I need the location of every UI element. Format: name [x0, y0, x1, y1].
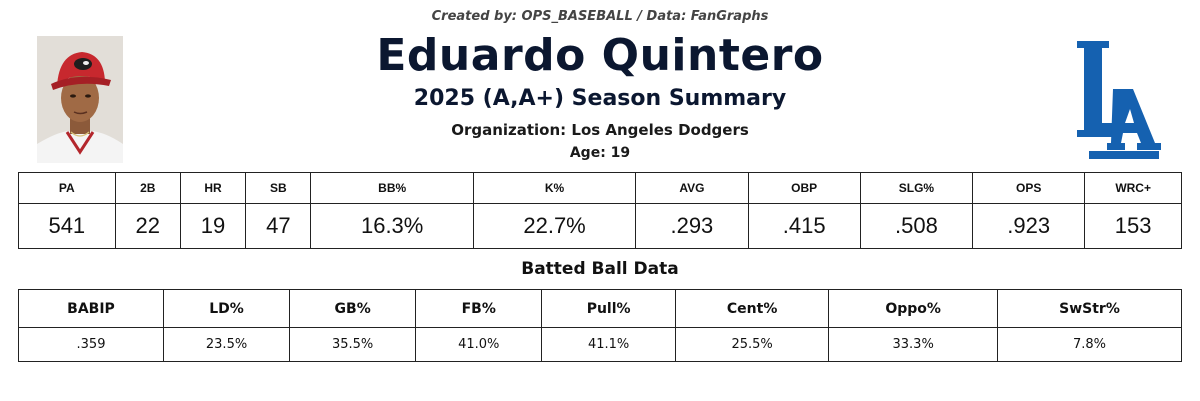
- value-cent-pct: 25.5%: [674, 327, 830, 362]
- header-sb: SB: [245, 172, 312, 204]
- batted-ball-title: Batted Ball Data: [521, 259, 679, 279]
- season-summary-title: 2025 (A,A+) Season Summary: [413, 86, 787, 111]
- season-stats-table: PA 2B HR SB BB% K% AVG OBP SLG% OPS WRC+…: [18, 172, 1182, 249]
- value-swstr-pct: 7.8%: [996, 327, 1183, 362]
- value-avg: .293: [635, 203, 749, 249]
- header-swstr-pct: SwStr%: [996, 289, 1183, 328]
- value-hr: 19: [179, 203, 247, 249]
- header-hr: HR: [179, 172, 247, 204]
- batted-header-row: BABIP LD% GB% FB% Pull% Cent% Oppo% SwSt…: [18, 289, 1183, 328]
- la-logo-icon: [1077, 41, 1161, 159]
- age-label: Age: 19: [569, 145, 631, 161]
- value-oppo-pct: 33.3%: [828, 327, 998, 362]
- stats-value-row: 541 22 19 47 16.3% 22.7% .293 .415 .508 …: [18, 203, 1182, 249]
- header-bb-pct: BB%: [310, 172, 474, 204]
- header-2b: 2B: [114, 172, 181, 204]
- value-k-pct: 22.7%: [472, 203, 637, 249]
- player-headshot: [37, 36, 123, 163]
- batted-ball-table: BABIP LD% GB% FB% Pull% Cent% Oppo% SwSt…: [18, 289, 1183, 362]
- header-pull-pct: Pull%: [541, 289, 676, 328]
- value-fb-pct: 41.0%: [415, 327, 543, 362]
- value-pa: 541: [18, 203, 116, 249]
- header-obp: OBP: [747, 172, 861, 204]
- value-obp: .415: [747, 203, 861, 249]
- header-slg-pct: SLG%: [859, 172, 974, 204]
- header-gb-pct: GB%: [289, 289, 417, 328]
- batted-value-row: .359 23.5% 35.5% 41.0% 41.1% 25.5% 33.3%…: [18, 327, 1183, 362]
- value-ops: .923: [972, 203, 1086, 249]
- header-babip: BABIP: [18, 289, 164, 328]
- player-name: Eduardo Quintero: [376, 30, 824, 81]
- header-cent-pct: Cent%: [674, 289, 830, 328]
- header-k-pct: K%: [472, 172, 637, 204]
- header-avg: AVG: [635, 172, 749, 204]
- header-ops: OPS: [972, 172, 1086, 204]
- organization-label: Organization: Los Angeles Dodgers: [451, 121, 749, 139]
- value-sb: 47: [245, 203, 312, 249]
- value-2b: 22: [114, 203, 181, 249]
- stats-header-row: PA 2B HR SB BB% K% AVG OBP SLG% OPS WRC+: [18, 172, 1182, 204]
- value-slg-pct: .508: [859, 203, 974, 249]
- header-pa: PA: [18, 172, 116, 204]
- header-wrc-plus: WRC+: [1084, 172, 1182, 204]
- value-pull-pct: 41.1%: [541, 327, 676, 362]
- value-gb-pct: 35.5%: [289, 327, 417, 362]
- header-ld-pct: LD%: [162, 289, 291, 328]
- value-bb-pct: 16.3%: [310, 203, 474, 249]
- value-babip: .359: [18, 327, 164, 362]
- value-ld-pct: 23.5%: [162, 327, 291, 362]
- header-oppo-pct: Oppo%: [828, 289, 998, 328]
- credit-line: Created by: OPS_BASEBALL / Data: FanGrap…: [431, 9, 769, 24]
- value-wrc-plus: 153: [1084, 203, 1182, 249]
- header-fb-pct: FB%: [415, 289, 543, 328]
